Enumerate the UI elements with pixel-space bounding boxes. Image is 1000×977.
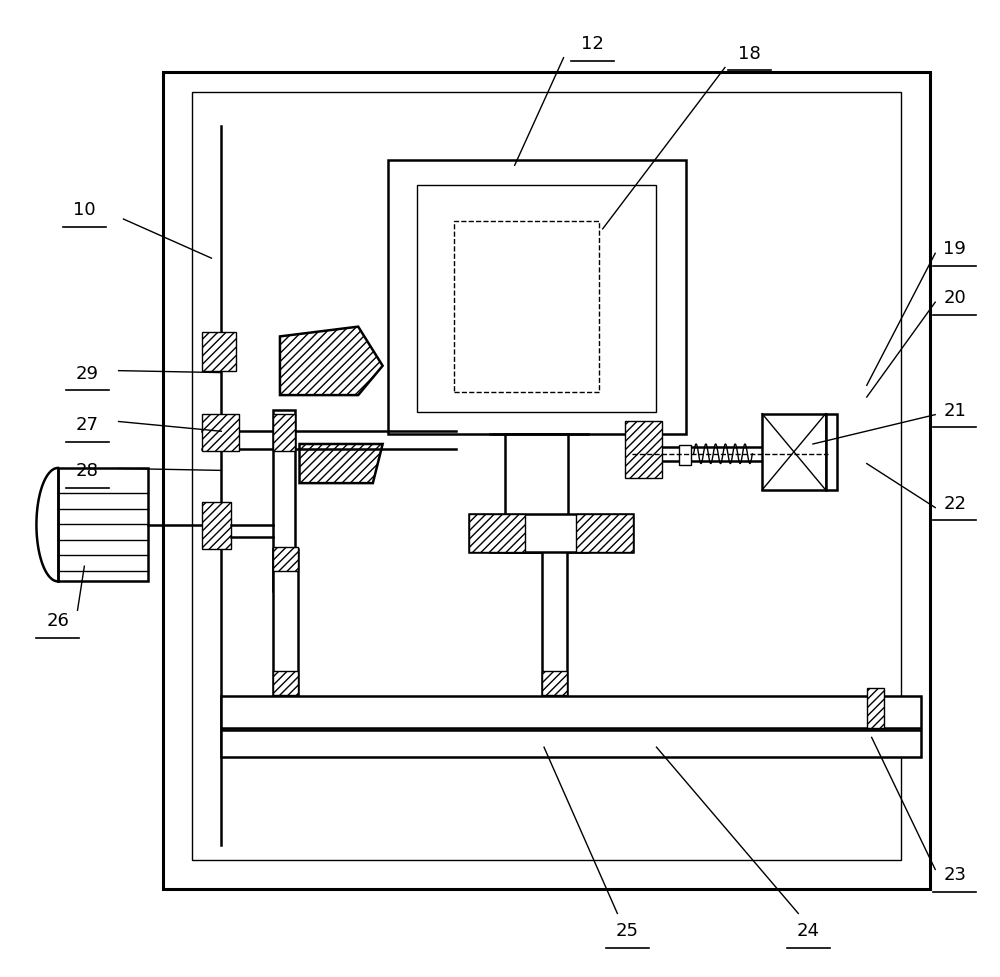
Text: 29: 29 xyxy=(76,364,99,382)
Bar xyxy=(542,520,567,696)
Bar xyxy=(542,671,567,696)
Bar xyxy=(867,689,884,728)
Bar xyxy=(273,547,298,572)
Bar xyxy=(388,161,686,435)
Bar xyxy=(469,515,633,552)
Bar xyxy=(679,446,691,465)
Bar xyxy=(273,414,295,451)
Bar xyxy=(417,186,656,412)
Bar xyxy=(469,515,525,552)
Text: 21: 21 xyxy=(943,402,966,419)
Text: 27: 27 xyxy=(76,416,99,434)
Text: 28: 28 xyxy=(76,462,99,480)
Polygon shape xyxy=(300,445,383,484)
Bar xyxy=(542,518,567,542)
Bar xyxy=(221,730,921,757)
Bar xyxy=(273,549,298,696)
Text: 10: 10 xyxy=(73,201,96,219)
Bar xyxy=(576,515,633,552)
Text: 19: 19 xyxy=(943,240,966,258)
Bar xyxy=(762,414,826,490)
Bar xyxy=(202,332,236,371)
Bar xyxy=(202,502,231,549)
Bar xyxy=(202,414,239,451)
Bar xyxy=(454,222,599,393)
Text: 20: 20 xyxy=(943,289,966,307)
Bar xyxy=(505,435,568,552)
Text: 24: 24 xyxy=(797,921,820,939)
Bar xyxy=(58,469,148,581)
Bar xyxy=(163,73,930,889)
Bar xyxy=(273,671,298,696)
Text: 22: 22 xyxy=(943,494,966,512)
Text: 12: 12 xyxy=(581,35,604,53)
Bar xyxy=(273,410,295,591)
Text: 26: 26 xyxy=(47,612,69,629)
Bar xyxy=(273,554,295,591)
Bar xyxy=(192,93,901,860)
Text: 18: 18 xyxy=(738,45,761,63)
Polygon shape xyxy=(280,327,383,396)
Text: 25: 25 xyxy=(616,921,639,939)
Bar xyxy=(826,414,837,490)
Text: 23: 23 xyxy=(943,866,966,883)
Bar xyxy=(625,422,662,479)
Bar xyxy=(221,697,921,728)
